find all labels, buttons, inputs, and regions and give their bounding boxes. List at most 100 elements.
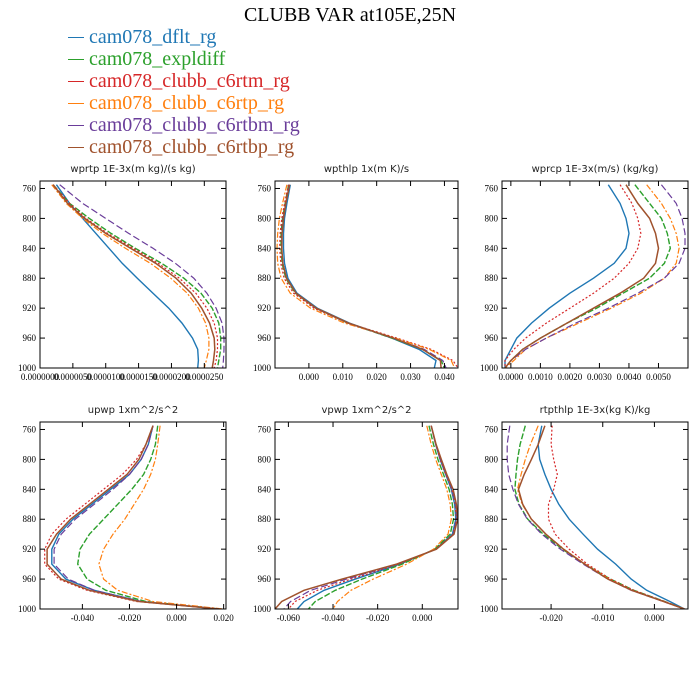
legend-swatch [68,36,84,38]
series-line [52,184,216,368]
series-line [307,425,455,609]
series-line [516,425,685,609]
y-tick-label: 880 [23,273,37,283]
y-tick-label: 920 [23,544,37,554]
x-tick-label: 0.0000250 [185,372,224,382]
series-line [52,184,219,368]
series-line [52,184,222,368]
y-tick-label: 880 [23,514,37,524]
legend-label: cam078_clubb_c6rtm_rg [89,70,290,92]
series-line [281,184,442,368]
x-tick-label: 0.0020 [558,372,583,382]
series-line [275,425,458,609]
x-tick-label: -0.010 [591,613,615,623]
series-line [287,425,458,609]
chart-title: vpwp 1xm^2/s^2 [321,405,411,416]
x-tick-label: 0.000 [166,613,187,623]
series-line [46,425,219,609]
plot-frame [39,180,227,369]
chart-title: wprtp 1E-3x(m kg)/(s kg) [70,164,195,175]
x-tick-label: 0.0000000 [21,372,60,382]
x-tick-label: 0.000 [644,613,665,623]
y-tick-label: 880 [258,273,272,283]
legend-entry: cam078_expldiff [68,48,300,70]
x-tick-label: 0.0000050 [54,372,93,382]
x-tick-label: -0.040 [71,613,95,623]
series-line [296,425,457,609]
y-tick-label: 800 [23,213,37,223]
y-tick-label: 800 [23,454,37,464]
x-tick-label: 0.000 [299,372,320,382]
y-tick-label: 760 [258,424,272,434]
y-tick-label: 760 [258,183,272,193]
series-line [504,184,630,368]
y-tick-label: 1000 [480,363,499,373]
series-line [504,184,642,368]
x-tick-label: 0.020 [214,613,235,623]
x-tick-label: 0.020 [367,372,388,382]
series-line [281,184,447,368]
y-tick-label: 960 [23,574,37,584]
y-tick-label: 1000 [253,363,272,373]
y-tick-label: 840 [23,484,37,494]
series-line [514,425,685,609]
y-tick-label: 960 [23,333,37,343]
y-tick-label: 760 [485,183,499,193]
legend-swatch [68,102,84,104]
y-tick-label: 800 [485,454,499,464]
series-line [504,184,680,368]
y-tick-label: 920 [23,303,37,313]
y-tick-label: 960 [258,574,272,584]
x-tick-label: 0.0000 [498,372,523,382]
series-line [53,425,219,609]
y-tick-label: 760 [23,183,37,193]
legend-entry: cam078_clubb_c6rtbp_rg [68,136,300,158]
legend-entry: cam078_dflt_rg [68,26,300,48]
y-tick-label: 840 [23,243,37,253]
series-line [504,184,686,368]
legend-swatch [68,58,84,60]
y-tick-label: 840 [485,243,499,253]
y-tick-label: 880 [485,514,499,524]
series-line [276,184,456,368]
y-tick-label: 1000 [18,604,37,614]
chart-panel: 760 800 840 880 920 960 1000 -0.020 -0.010 0.000 r… [480,405,689,623]
x-tick-label: -0.020 [539,613,563,623]
y-tick-label: 1000 [18,363,37,373]
series-line [51,184,210,368]
y-tick-label: 920 [485,544,499,554]
y-tick-label: 960 [258,333,272,343]
x-tick-label: -0.060 [277,613,301,623]
x-tick-label: -0.020 [118,613,142,623]
x-tick-label: 0.0010 [528,372,553,382]
series-line [537,425,685,609]
legend-swatch [68,124,84,126]
y-tick-label: 840 [258,243,272,253]
x-tick-label: 0.0030 [587,372,612,382]
series-line [282,184,437,368]
plot-frame [274,180,459,369]
y-tick-label: 880 [485,273,499,283]
x-tick-label: 0.0040 [617,372,642,382]
series-line [547,425,685,609]
x-tick-label: 0.010 [333,372,354,382]
series-line [279,184,458,368]
chart-panel: 760 800 840 880 920 960 10000.00000000.0000050… [18,164,227,382]
series-line [332,425,452,609]
chart-panel: 760 800 840 880 920 960 1000 0.000 0.010 0.020 0.0… [253,164,459,382]
chart-panel: 760 800 840 880 920 960 1000 -0.040 -0.020 0.000 0… [18,405,234,623]
plot-frame [39,421,227,610]
legend-label: cam078_clubb_c6rtbp_rg [89,136,295,158]
chart-title: wprcp 1E-3x(m/s) (kg/kg) [532,164,659,175]
series-line [55,184,200,368]
figure-title: CLUBB VAR at105E,25N [243,4,457,26]
series-line [517,425,685,609]
x-tick-label: 0.030 [400,372,421,382]
chart-panel: 760 800 840 880 920 960 1000 -0.060 -0.040 -0.020… [253,405,459,623]
legend: cam078_dflt_rg cam078_expldiff cam078_cl… [68,26,300,158]
series-line [44,425,222,609]
legend-swatch [68,80,84,82]
y-tick-label: 800 [258,213,272,223]
legend-entry: cam078_clubb_c6rtbm_rg [68,114,300,136]
